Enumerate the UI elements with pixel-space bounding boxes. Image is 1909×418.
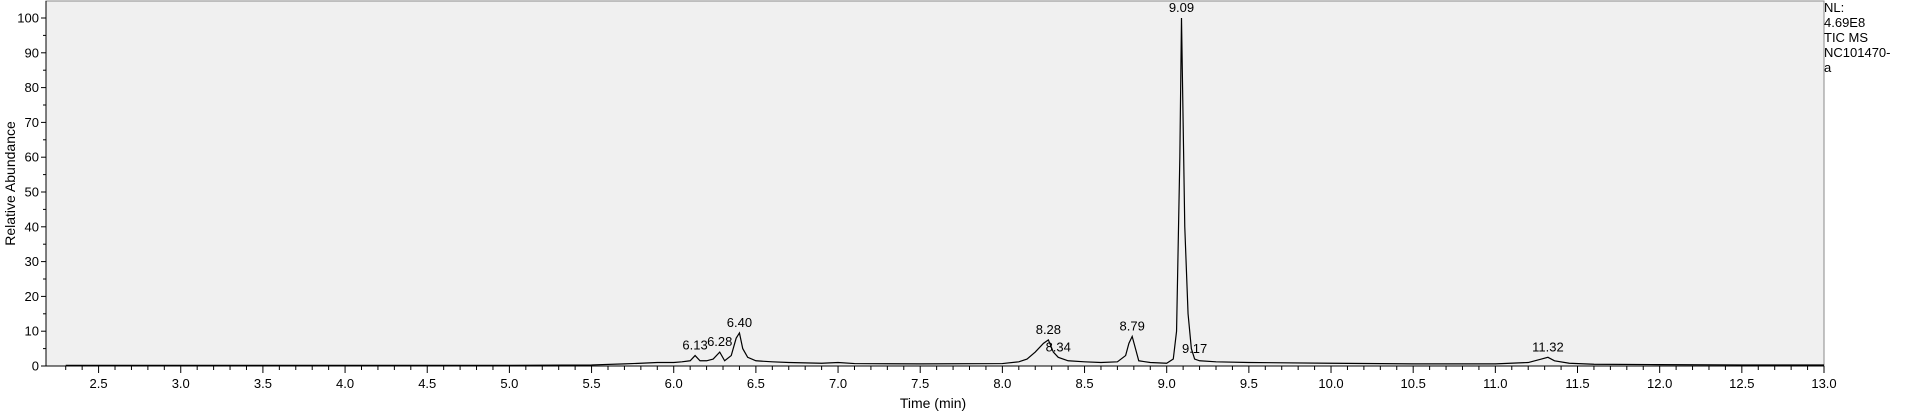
x-axis-ticks: 2.5 3.0 3.5 4.0 4.5 5.0 5.5 6.0 6.5 7.0 7.5 8.0 8.5 9… bbox=[65, 366, 1837, 391]
x-tick-label: 10.5 bbox=[1401, 376, 1426, 391]
peak-label: 8.79 bbox=[1120, 318, 1145, 333]
x-tick-label: 8.0 bbox=[993, 376, 1011, 391]
x-tick-label: 9.0 bbox=[1158, 376, 1176, 391]
peak-label: 6.28 bbox=[707, 334, 732, 349]
info-box: NL: 4.69E8 TIC MS NC101470- a bbox=[1824, 0, 1904, 75]
x-tick-label: 6.0 bbox=[665, 376, 683, 391]
tic-trace-line bbox=[65, 17, 1824, 366]
y-tick-label: 60 bbox=[25, 150, 39, 165]
y-tick-label: 10 bbox=[25, 324, 39, 339]
x-tick-label: 4.5 bbox=[418, 376, 436, 391]
y-tick-label: 70 bbox=[25, 115, 39, 130]
y-tick-label: 30 bbox=[25, 254, 39, 269]
x-tick-label: 12.0 bbox=[1647, 376, 1672, 391]
peak-label: 8.28 bbox=[1036, 322, 1061, 337]
y-tick-label: 90 bbox=[25, 45, 39, 60]
y-tick-label: 0 bbox=[32, 359, 39, 374]
trace-type: TIC MS bbox=[1824, 30, 1869, 45]
x-axis-title: Time (min) bbox=[900, 395, 966, 411]
x-tick-label: 9.5 bbox=[1240, 376, 1258, 391]
peak-label: 6.13 bbox=[682, 338, 707, 353]
x-tick-label: 7.5 bbox=[911, 376, 929, 391]
x-tick-label: 3.0 bbox=[172, 376, 190, 391]
x-tick-label: 11.5 bbox=[1565, 376, 1589, 391]
x-tick-label: 5.5 bbox=[583, 376, 601, 391]
x-tick-label: 4.0 bbox=[336, 376, 354, 391]
y-tick-label: 100 bbox=[17, 11, 39, 26]
nl-label: NL: bbox=[1824, 0, 1845, 15]
sample-name-line1: NC101470- bbox=[1824, 45, 1891, 60]
peak-labels: 6.13 6.28 6.40 8.28 8.34 8.79 9.09 9.17 11.32 bbox=[682, 0, 1563, 356]
x-tick-label: 11.0 bbox=[1483, 376, 1507, 391]
sample-name-line2: a bbox=[1824, 60, 1832, 75]
peak-label: 6.40 bbox=[727, 315, 752, 330]
y-tick-label: 80 bbox=[25, 80, 39, 95]
peak-label: 9.09 bbox=[1169, 0, 1194, 15]
y-tick-label: 20 bbox=[25, 289, 39, 304]
x-tick-label: 8.5 bbox=[1075, 376, 1093, 391]
y-tick-label: 50 bbox=[25, 185, 39, 200]
peak-label: 8.34 bbox=[1046, 339, 1071, 354]
x-tick-label: 7.0 bbox=[829, 376, 847, 391]
x-tick-label: 12.5 bbox=[1729, 376, 1754, 391]
x-tick-label: 5.0 bbox=[500, 376, 518, 391]
x-tick-label: 10.0 bbox=[1318, 376, 1343, 391]
y-axis-title: Relative Abundance bbox=[2, 121, 18, 246]
peak-label: 11.32 bbox=[1532, 339, 1564, 354]
x-tick-label: 2.5 bbox=[90, 376, 108, 391]
plot-area bbox=[45, 0, 1825, 367]
y-axis-ticks: 0 10 20 30 40 50 60 70 80 90 100 bbox=[17, 11, 46, 374]
nl-value: 4.69E8 bbox=[1824, 15, 1866, 30]
peak-label: 9.17 bbox=[1182, 341, 1207, 356]
y-tick-label: 40 bbox=[25, 219, 39, 234]
x-tick-label: 13.0 bbox=[1811, 376, 1836, 391]
x-tick-label: 3.5 bbox=[254, 376, 272, 391]
x-tick-label: 6.5 bbox=[747, 376, 765, 391]
